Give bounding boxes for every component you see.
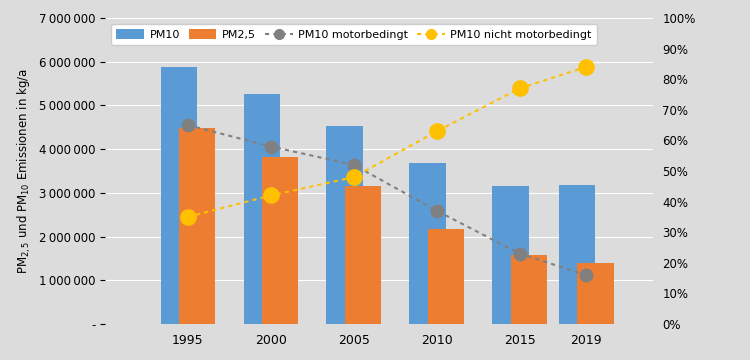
Line: PM10 nicht motorbedingt: PM10 nicht motorbedingt: [180, 59, 594, 225]
Bar: [410, 163, 446, 324]
PM10 motorbedingt: [184, 123, 193, 127]
PM10 motorbedingt: [350, 163, 358, 167]
Bar: [326, 126, 363, 324]
PM10 nicht motorbedingt: [350, 175, 358, 179]
Bar: [262, 157, 299, 324]
Bar: [244, 94, 280, 324]
PM10 motorbedingt: [582, 273, 591, 277]
PM10 nicht motorbedingt: [184, 215, 193, 219]
PM10 motorbedingt: [515, 251, 524, 256]
Line: PM10 motorbedingt: PM10 motorbedingt: [182, 119, 592, 281]
PM10 nicht motorbedingt: [515, 86, 524, 90]
PM10 nicht motorbedingt: [432, 129, 441, 133]
Bar: [559, 185, 596, 324]
Bar: [493, 186, 529, 324]
PM10 motorbedingt: [266, 144, 275, 149]
Bar: [577, 263, 614, 324]
PM10 nicht motorbedingt: [266, 193, 275, 198]
PM10 motorbedingt: [432, 208, 441, 213]
Bar: [345, 186, 381, 324]
Bar: [178, 128, 215, 324]
Y-axis label: PM$_{2,5}$ und PM$_{10}$ Emissionen in kg/a: PM$_{2,5}$ und PM$_{10}$ Emissionen in k…: [16, 68, 33, 274]
Bar: [427, 229, 464, 324]
Legend: PM10, PM2,5, PM10 motorbedingt, PM10 nicht motorbedingt: PM10, PM2,5, PM10 motorbedingt, PM10 nic…: [110, 23, 598, 45]
PM10 nicht motorbedingt: [582, 65, 591, 69]
Bar: [511, 255, 548, 324]
Bar: [160, 67, 197, 324]
